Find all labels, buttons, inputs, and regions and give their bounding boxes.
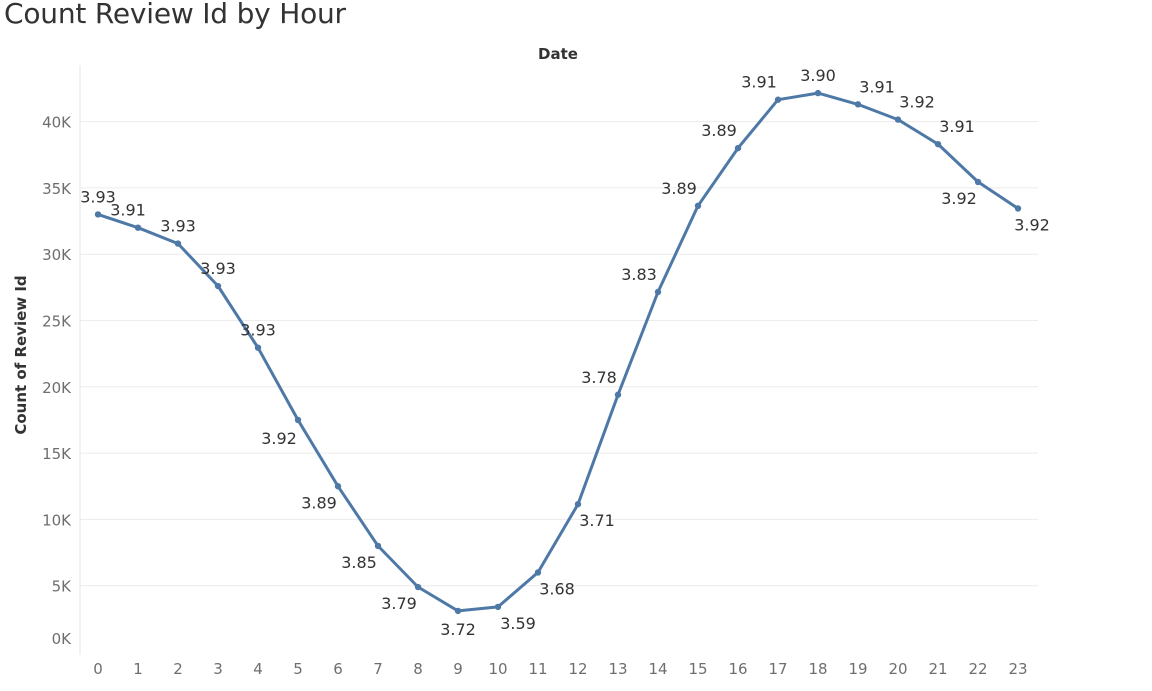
data-point [694, 202, 702, 210]
x-tick-label: 15 [688, 660, 707, 678]
x-tick-label: 23 [1008, 660, 1027, 678]
data-label: 3.91 [939, 117, 975, 136]
data-point [534, 569, 542, 576]
data-label: 3.71 [579, 511, 615, 530]
x-tick-label: 4 [253, 660, 263, 678]
data-point [854, 101, 862, 108]
data-label: 3.91 [741, 73, 777, 92]
data-label: 3.59 [500, 614, 536, 633]
data-label: 3.92 [941, 189, 977, 208]
data-point [254, 344, 262, 351]
data-point [94, 211, 102, 218]
column-header: Date [538, 45, 578, 63]
data-label: 3.92 [261, 429, 297, 448]
x-tick-label: 6 [333, 660, 343, 678]
x-tick-label: 19 [848, 660, 867, 678]
data-label: 3.93 [80, 187, 116, 206]
data-label: 3.93 [240, 321, 276, 340]
data-label: 3.89 [701, 121, 737, 140]
y-tick-label: 0K [52, 630, 73, 648]
x-axis-ticks: 0 1 2 3 4 5 6 7 8 9 10 11 12 13 14 15 16 17 18 19 20 21 22 23 [93, 660, 1027, 678]
gridlines [80, 121, 1038, 587]
data-label: 3.79 [381, 594, 417, 613]
data-point [414, 583, 422, 591]
data-label: 3.90 [800, 66, 836, 85]
data-point [614, 391, 622, 398]
y-tick-label: 5K [52, 578, 73, 596]
data-label: 3.92 [1014, 215, 1050, 234]
data-point [654, 288, 662, 296]
x-tick-label: 5 [293, 660, 303, 678]
series-points [94, 89, 1022, 615]
x-tick-label: 10 [488, 660, 507, 678]
x-tick-label: 21 [928, 660, 947, 678]
data-point [974, 178, 982, 186]
y-tick-label: 10K [42, 511, 72, 529]
y-tick-label: 35K [42, 180, 72, 198]
y-tick-label: 15K [42, 445, 72, 463]
x-tick-label: 2 [173, 660, 183, 678]
data-point [894, 116, 902, 123]
data-point [214, 282, 222, 290]
x-tick-label: 18 [808, 660, 827, 678]
data-label: 3.91 [859, 77, 895, 96]
y-tick-label: 20K [42, 379, 72, 397]
data-label: 3.93 [160, 217, 196, 236]
y-axis-title: Count of Review Id [12, 275, 30, 434]
x-tick-label: 17 [768, 660, 787, 678]
x-tick-label: 8 [413, 660, 423, 678]
data-label: 3.89 [301, 493, 337, 512]
data-label: 3.89 [661, 179, 697, 198]
data-label: 3.83 [621, 265, 657, 284]
data-labels: 3.933.913.933.933.933.923.893.853.793.72… [80, 66, 1050, 639]
x-tick-label: 13 [608, 660, 627, 678]
data-label: 3.85 [341, 553, 377, 572]
data-point [494, 603, 502, 611]
series-line [96, 91, 1020, 613]
data-label: 3.92 [899, 93, 935, 112]
data-point [454, 607, 462, 615]
y-axis-ticks: 0K 5K 10K 15K 20K 25K 30K 35K 40K [42, 114, 72, 648]
data-label: 3.68 [539, 579, 575, 598]
x-tick-label: 12 [568, 660, 587, 678]
x-tick-label: 14 [648, 660, 667, 678]
x-tick-label: 3 [213, 660, 223, 678]
data-point [774, 96, 782, 103]
x-tick-label: 22 [968, 660, 987, 678]
x-tick-label: 0 [93, 660, 103, 678]
data-point [734, 144, 742, 152]
chart-title: Count Review Id by Hour [4, 0, 346, 30]
x-tick-label: 16 [728, 660, 747, 678]
data-point [934, 140, 942, 148]
data-point [134, 224, 142, 231]
data-point [1014, 205, 1022, 212]
data-label: 3.78 [581, 368, 617, 387]
data-label: 3.93 [200, 259, 236, 278]
x-tick-label: 1 [133, 660, 143, 678]
data-point [374, 542, 382, 550]
data-point [174, 240, 182, 247]
data-point [294, 416, 302, 424]
data-point [334, 483, 342, 490]
y-tick-label: 40K [42, 114, 72, 132]
x-tick-label: 9 [453, 660, 463, 678]
data-point [574, 500, 582, 508]
x-tick-label: 7 [373, 660, 383, 678]
x-tick-label: 11 [528, 660, 547, 678]
y-tick-label: 25K [42, 313, 72, 331]
x-tick-label: 20 [888, 660, 907, 678]
data-label: 3.91 [110, 201, 146, 220]
y-tick-label: 30K [42, 246, 72, 264]
data-point [814, 89, 822, 97]
data-label: 3.72 [440, 620, 476, 639]
